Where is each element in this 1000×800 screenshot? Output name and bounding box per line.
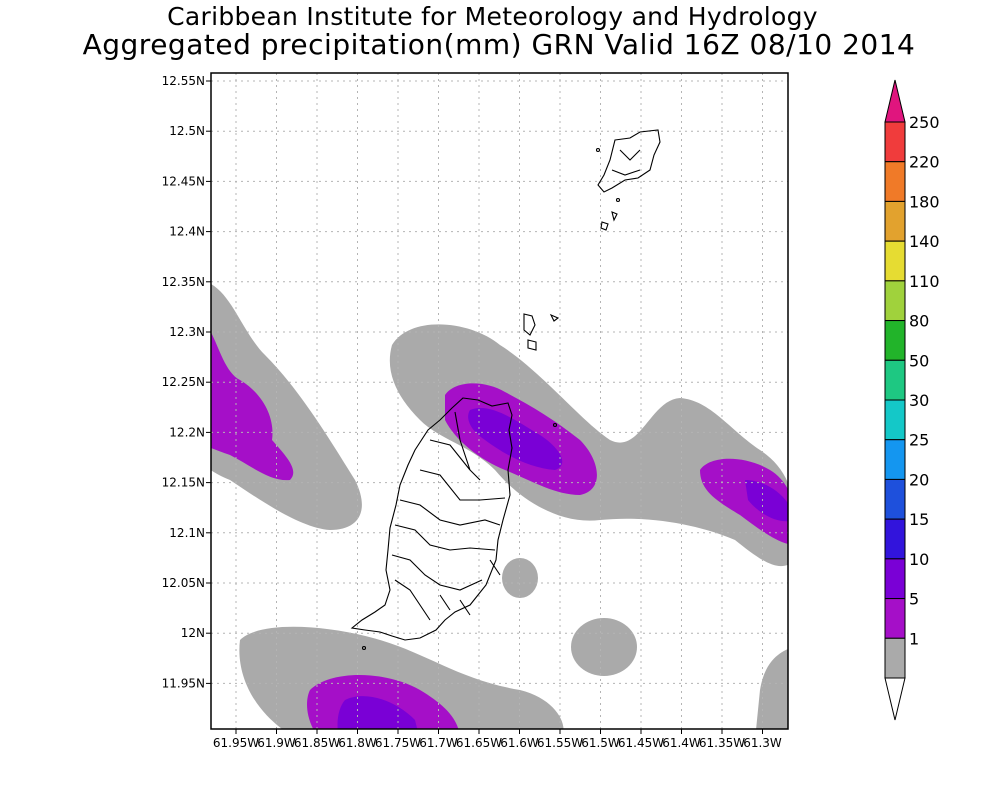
colorbar-label: 110 (909, 272, 940, 291)
colorbar-label: 220 (909, 153, 940, 172)
lat-tick-label: 12.25N (162, 375, 205, 389)
lat-tick-label: 12.2N (169, 425, 205, 439)
lon-tick-label: 61.45W (618, 736, 664, 750)
longitude-axis: 61.95W61.9W61.85W61.8W61.75W61.7W61.65W6… (213, 729, 782, 750)
colorbar-band (884, 637, 906, 679)
colorbar-label: 180 (909, 192, 940, 211)
lon-tick-label: 61.95W (213, 736, 259, 750)
colorbar-band (884, 280, 906, 322)
colorbar-band (884, 320, 906, 361)
chart-title: Caribbean Institute for Meteorology and … (167, 2, 818, 31)
lat-tick-label: 12.55N (162, 74, 205, 88)
colorbar-label: 50 (909, 351, 929, 370)
colorbar-label: 250 (909, 113, 940, 132)
colorbar-label: 1 (909, 629, 919, 648)
colorbar-top-arrow (884, 79, 906, 123)
chart-subtitle: Aggregated precipitation(mm) GRN Valid 1… (82, 28, 916, 61)
lat-tick-label: 12N (181, 626, 205, 640)
map-gridlines (211, 73, 788, 729)
colorbar-band (884, 359, 906, 401)
colorbar-band (884, 399, 906, 441)
colorbar-band (884, 558, 906, 600)
colorbar-band (884, 598, 906, 639)
colorbar-band (884, 478, 906, 520)
colorbar-label: 80 (909, 312, 929, 331)
lon-tick-label: 61.8W (338, 736, 377, 750)
lon-tick-label: 61.9W (257, 736, 296, 750)
lat-tick-label: 12.5N (169, 124, 205, 138)
colorbar-band (884, 240, 906, 282)
colorbar-label: 20 (909, 470, 929, 489)
lon-tick-label: 61.5W (581, 736, 620, 750)
lon-tick-label: 61.6W (500, 736, 539, 750)
lon-tick-label: 61.3W (743, 736, 782, 750)
lon-tick-label: 61.35W (699, 736, 745, 750)
map-frame (210, 72, 789, 730)
lat-tick-label: 12.3N (169, 325, 205, 339)
lon-tick-label: 61.55W (537, 736, 583, 750)
colorbar-label: 15 (909, 510, 929, 529)
carriacou-island (361, 129, 661, 651)
lat-tick-label: 12.05N (162, 576, 205, 590)
colorbar: 250 220 180 140 110 80 50 30 25 20 15 10 5 1 (884, 79, 940, 721)
colorbar-band (884, 121, 906, 163)
colorbar-band (884, 161, 906, 202)
colorbar-label: 30 (909, 391, 929, 410)
lon-tick-label: 61.65W (456, 736, 502, 750)
lon-tick-label: 61.75W (375, 736, 421, 750)
lat-tick-label: 12.15N (162, 476, 205, 490)
lon-tick-label: 61.7W (419, 736, 458, 750)
colorbar-bottom-arrow (884, 677, 906, 721)
lon-tick-label: 61.85W (294, 736, 340, 750)
lat-tick-label: 11.95N (162, 676, 205, 690)
grenada-island (350, 397, 513, 641)
colorbar-label: 25 (909, 431, 929, 450)
lat-tick-label: 12.1N (169, 526, 205, 540)
colorbar-band (884, 518, 906, 560)
colorbar-label: 140 (909, 232, 940, 251)
lat-tick-label: 12.45N (162, 174, 205, 188)
lat-tick-label: 12.4N (169, 225, 205, 239)
precip-field-1-5mm (211, 284, 788, 729)
colorbar-label: 10 (909, 550, 929, 569)
latitude-axis: 12.55N 12.5N 12.45N 12.4N 12.35N 12.3N 12.25N 1… (162, 74, 211, 690)
lat-tick-label: 12.35N (162, 275, 205, 289)
lon-tick-label: 61.4W (662, 736, 701, 750)
colorbar-band (884, 439, 906, 480)
colorbar-label: 5 (909, 590, 919, 609)
colorbar-band (884, 200, 906, 242)
